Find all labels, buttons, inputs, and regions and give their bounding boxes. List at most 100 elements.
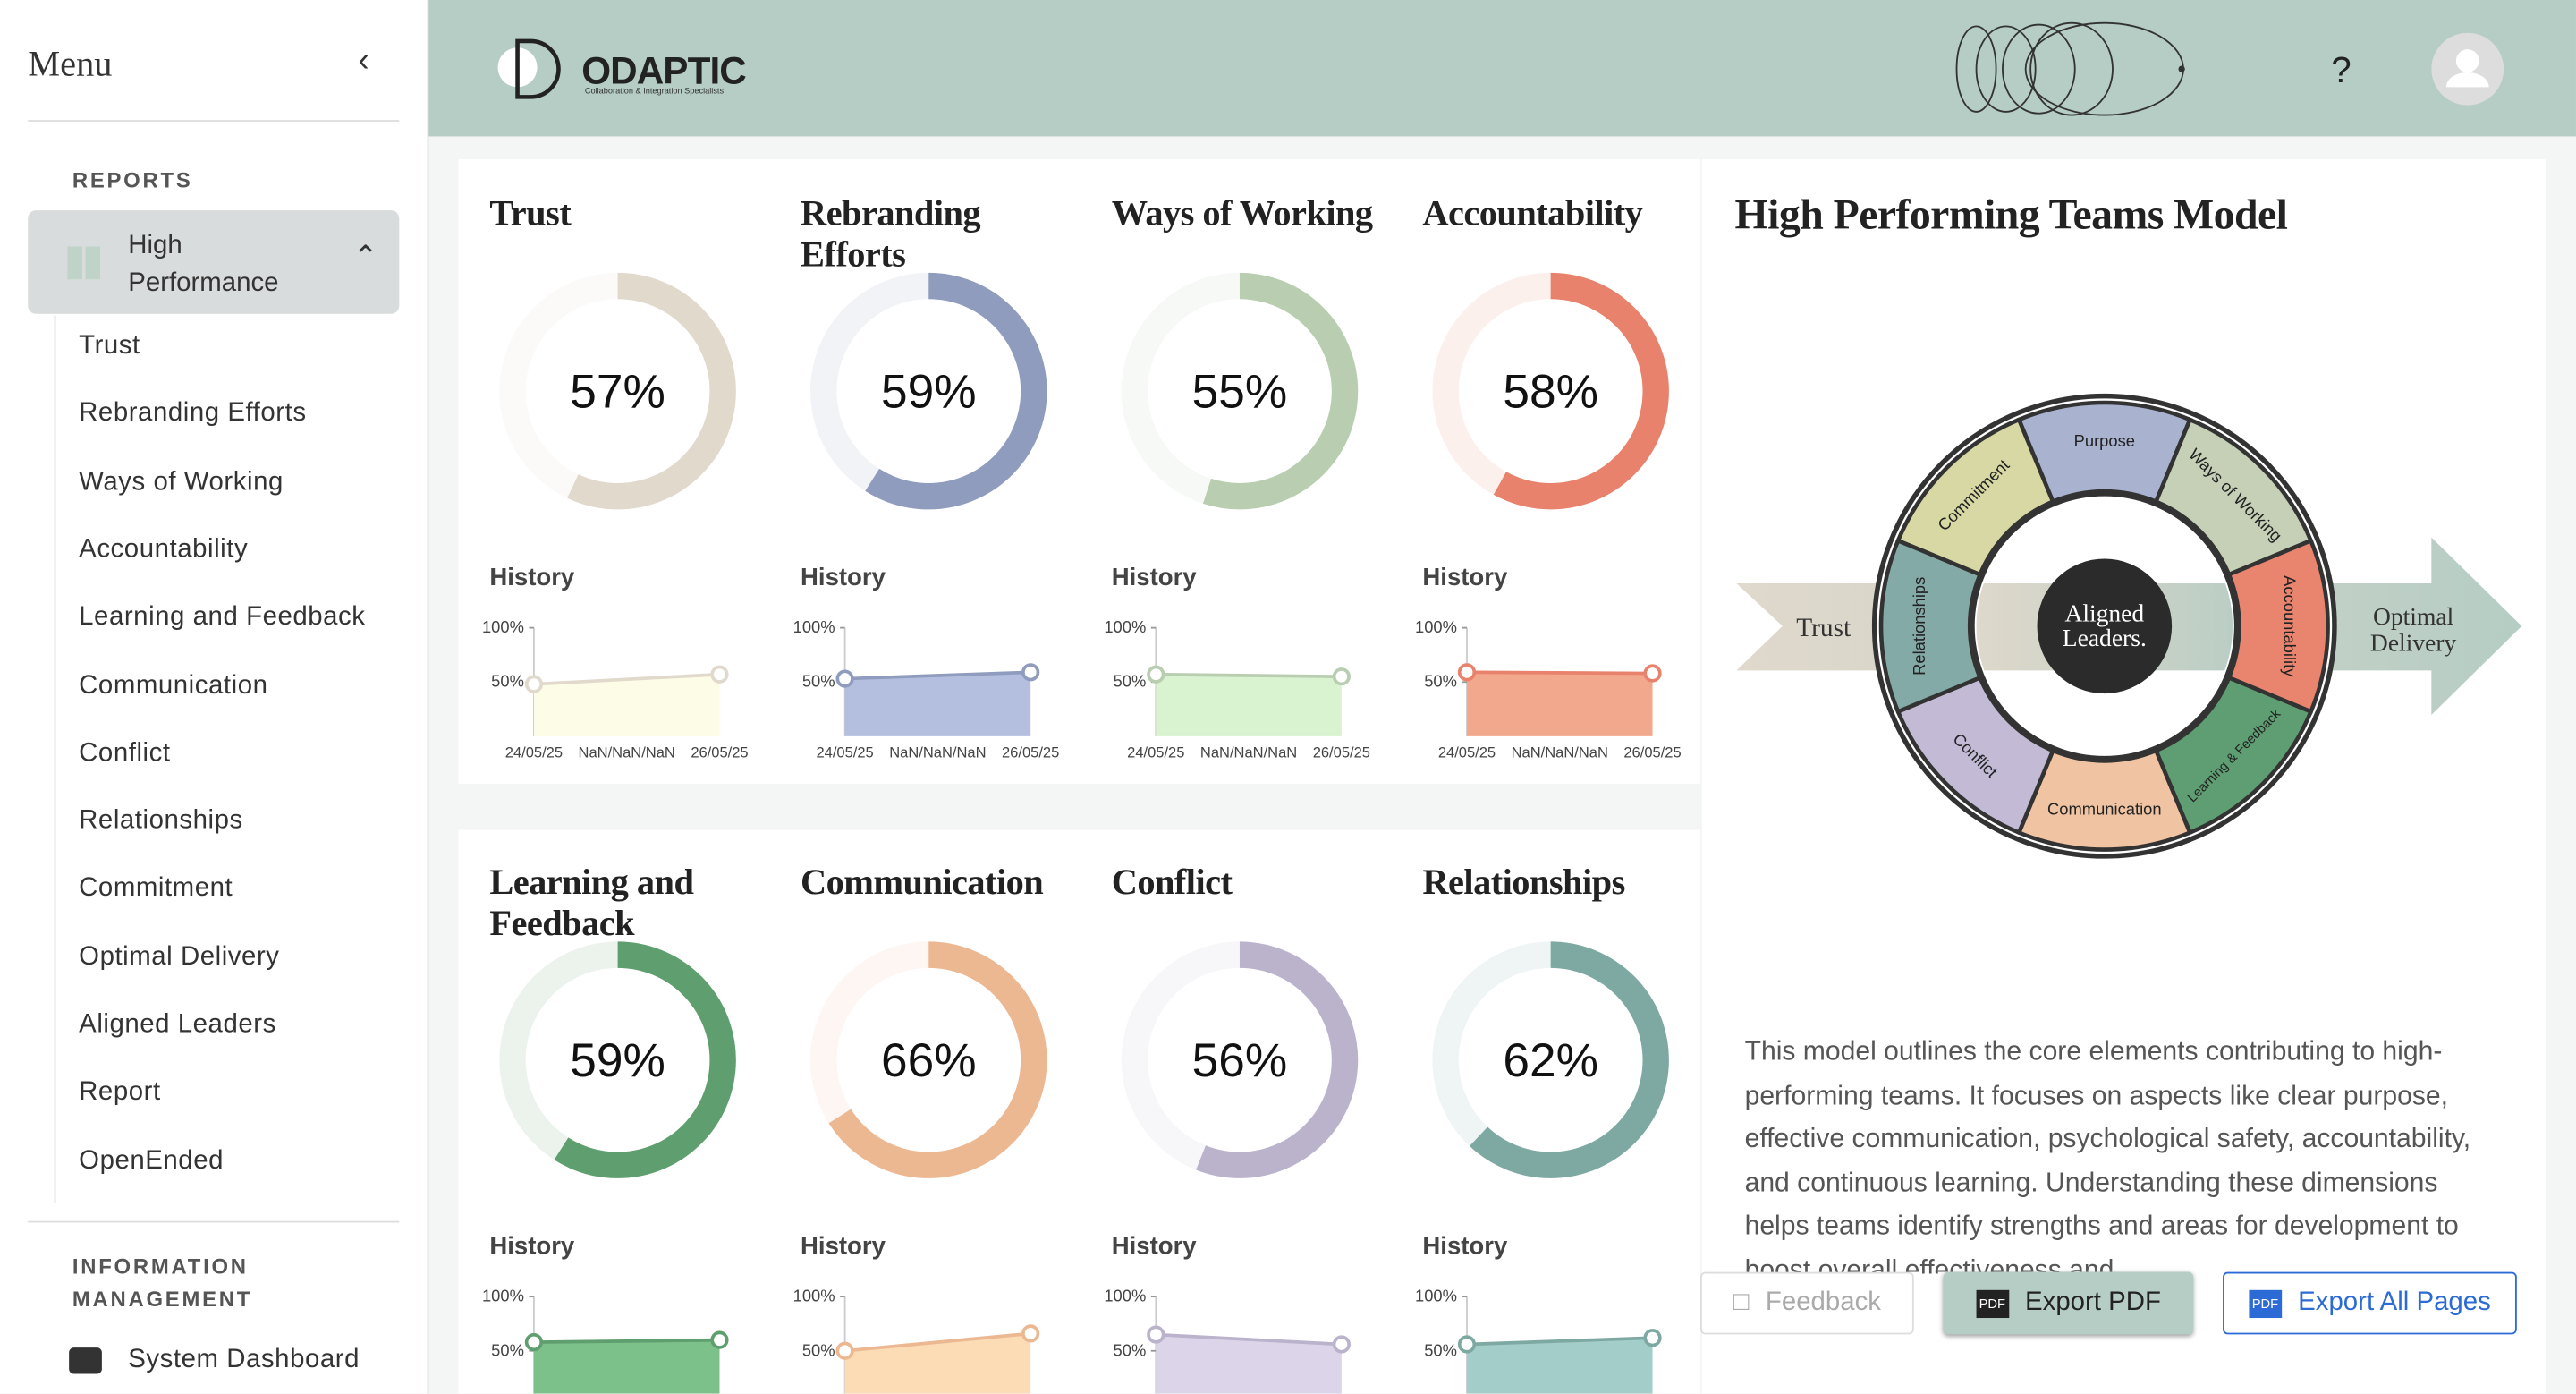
history-point: [1021, 1324, 1040, 1343]
card-title: Ways of Working: [1111, 191, 1373, 234]
menu-item[interactable]: Report: [79, 1078, 161, 1107]
menu-item[interactable]: Trust: [79, 332, 140, 361]
gauge-label: 66%: [881, 1034, 977, 1087]
history-point: [1457, 663, 1477, 682]
export-pdf-button[interactable]: PDF Export PDF: [1943, 1271, 2193, 1335]
pdf-icon: PDF: [2249, 1288, 2282, 1318]
history-line: [533, 672, 720, 686]
y-tick-label: 50%: [491, 672, 524, 691]
active-group[interactable]: High Performance ⌃: [28, 210, 400, 314]
menu-item[interactable]: Optimal Delivery: [79, 942, 280, 971]
section-heading: REPORTS: [72, 167, 193, 192]
history-point: [1643, 1329, 1662, 1347]
model-description: This model outlines the core elements co…: [1744, 1036, 2471, 1274]
card-title: Relationships: [1422, 861, 1625, 903]
card-title: Learning and Feedback: [489, 861, 694, 944]
section-heading: INFORMATION MANAGEMENT: [72, 1254, 253, 1312]
group-icon: [67, 246, 101, 280]
x-tick-label: NaN/NaN/NaN: [1512, 744, 1608, 761]
collapse-button[interactable]: ‹: [358, 42, 369, 80]
y-tick-label: 100%: [1415, 617, 1457, 636]
menu-item[interactable]: Aligned Leaders: [79, 1010, 276, 1039]
history-label: History: [1422, 563, 1508, 591]
feedback-button[interactable]: □ Feedback: [1699, 1271, 1914, 1335]
help-button[interactable]: ?: [2331, 49, 2351, 91]
history-area: [533, 674, 720, 736]
menu-item[interactable]: Rebranding Efforts: [79, 399, 307, 429]
history-label: History: [801, 1231, 886, 1259]
menu-item[interactable]: Commitment: [79, 874, 233, 904]
x-tick-label: 24/05/25: [505, 744, 563, 761]
x-tick-label: 26/05/25: [1623, 744, 1681, 761]
gauge-arc: [810, 941, 1047, 1178]
history-label: History: [489, 1231, 575, 1259]
panel: [458, 829, 1700, 1394]
x-tick-label: NaN/NaN/NaN: [579, 744, 675, 761]
model-start: Trust: [1796, 614, 1851, 642]
tree-line: [54, 315, 56, 1203]
menu-item[interactable]: Communication: [79, 671, 268, 700]
x-tick-label: 24/05/25: [1127, 744, 1184, 761]
gauge-label: 56%: [1192, 1034, 1288, 1087]
menu-item[interactable]: System Dashboard: [128, 1346, 360, 1374]
card-title: Communication: [801, 861, 1044, 903]
history-area: [533, 1339, 720, 1394]
gauge-arc: [1432, 941, 1669, 1178]
menu-item[interactable]: Ways of Working: [79, 467, 284, 496]
gauge-label: 59%: [570, 1034, 665, 1087]
history-line: [1156, 1332, 1342, 1347]
history-point: [1332, 1335, 1351, 1354]
dashboard-icon: [69, 1347, 102, 1374]
y-tick-label: 100%: [1104, 617, 1146, 636]
history-point: [835, 669, 854, 688]
y-tick-label: 50%: [1114, 1340, 1147, 1359]
menu-item[interactable]: Learning and Feedback: [79, 603, 366, 632]
history-point: [710, 665, 729, 684]
segment-label: Communication: [2047, 799, 2162, 818]
tagline: Collaboration & Integration Specialists: [584, 87, 724, 98]
history-point: [835, 1341, 854, 1360]
history-point: [710, 1330, 729, 1349]
wheel-segment: [1895, 417, 2056, 578]
history-line: [844, 1331, 1031, 1353]
x-tick-label: 26/05/25: [1313, 744, 1370, 761]
feedback-icon: □: [1733, 1288, 1750, 1317]
segment-label: Accountability: [2281, 575, 2300, 677]
x-tick-label: 24/05/25: [816, 744, 873, 761]
history-area: [1466, 1338, 1653, 1394]
menu-item[interactable]: OpenEnded: [79, 1146, 224, 1175]
history-line: [844, 670, 1031, 681]
group-label: High Performance: [128, 231, 279, 298]
export-all-button[interactable]: PDF Export All Pages: [2223, 1271, 2517, 1335]
history-label: History: [1422, 1231, 1508, 1259]
x-tick-label: NaN/NaN/NaN: [1200, 744, 1297, 761]
menu-item[interactable]: Conflict: [79, 739, 171, 768]
model-title: High Performing Teams Model: [1734, 191, 2288, 239]
gauge-arc: [810, 272, 1047, 510]
sidebar: Menu ‹ REPORTS High Performance ⌃ Trust R…: [0, 0, 429, 1394]
history-line: [533, 1338, 720, 1344]
model-end: Optimal Delivery: [2370, 602, 2457, 656]
history-area: [1156, 1334, 1342, 1394]
menu-item[interactable]: Relationships: [79, 806, 243, 836]
expand-icon: ⌃: [352, 240, 378, 273]
history-area: [1466, 672, 1653, 736]
gauge-label: 62%: [1503, 1034, 1598, 1087]
history-point: [1332, 667, 1351, 686]
y-tick-label: 50%: [1424, 672, 1457, 691]
gauge-arc: [499, 272, 736, 510]
x-tick-label: NaN/NaN/NaN: [889, 744, 986, 761]
gauge-label: 58%: [1503, 366, 1598, 419]
history-point: [524, 675, 544, 693]
avatar[interactable]: [2431, 32, 2504, 106]
card-title: Conflict: [1111, 861, 1233, 903]
y-tick-label: 100%: [1415, 1287, 1457, 1305]
gauge-label: 59%: [881, 366, 977, 419]
center-label: Aligned Leaders.: [2063, 599, 2147, 651]
menu-item[interactable]: Accountability: [79, 535, 249, 564]
history-label: History: [489, 563, 575, 591]
history-line: [1156, 672, 1342, 679]
logo-mark: [497, 38, 561, 99]
menu-title: Menu: [28, 42, 113, 84]
